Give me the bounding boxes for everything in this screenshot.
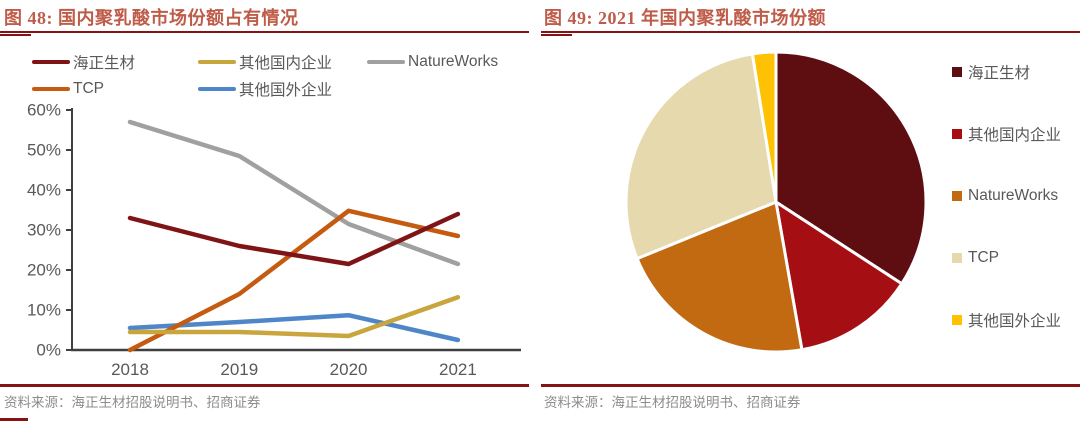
legend-line-marker — [198, 86, 236, 92]
x-axis-label: 2020 — [330, 360, 368, 379]
legend-square-marker — [952, 253, 962, 263]
pie-chart-legend: 海正生材其他国内企业 NatureWorks TCP 其他国外企业 — [952, 64, 1062, 330]
figure-48-source: 资料来源：海正生材招股说明书、招商证券 — [4, 395, 261, 410]
title-underline — [0, 31, 529, 33]
title-underline — [541, 31, 1080, 33]
legend-label: NatureWorks — [408, 53, 499, 70]
legend-label: 其他国外企业 — [239, 82, 333, 99]
legend-item: 海正生材 — [32, 52, 198, 72]
legend-item: NatureWorks — [367, 52, 498, 72]
y-axis-label: 10% — [27, 301, 61, 320]
legend-item: TCP — [32, 79, 198, 99]
legend-line-marker — [32, 86, 70, 92]
pie-slice-其他国内企业 — [774, 200, 904, 352]
legend-square-marker — [952, 129, 962, 139]
y-axis-label: 50% — [27, 141, 61, 160]
source-separator — [541, 384, 1080, 387]
title-underline-accent — [541, 34, 572, 36]
legend-item: NatureWorks — [952, 187, 1061, 204]
legend-item: 其他国外企业 — [198, 79, 367, 99]
series-line-NatureWorks — [127, 119, 461, 267]
legend-label: NatureWorks — [968, 187, 1059, 204]
y-axis-label: 40% — [27, 181, 61, 200]
legend-label: 海正生材 — [968, 65, 1031, 82]
line-chart-legend: 海正生材 其他国内企业 NatureWorks TCP 其他国外企业 — [32, 52, 498, 99]
series-line-其他国外企业 — [127, 312, 461, 343]
legend-item: TCP — [952, 249, 1061, 266]
series-line-其他国内企业 — [127, 294, 461, 339]
x-axis-label: 2021 — [439, 360, 477, 379]
legend-label: 海正生材 — [73, 55, 136, 72]
next-figure-rule-stub — [0, 418, 28, 421]
legend-label: 其他国内企业 — [239, 55, 333, 72]
pie-slice-TCP — [624, 52, 778, 261]
legend-label: 其他国内企业 — [968, 127, 1062, 144]
y-axis-label: 0% — [36, 341, 61, 360]
pie-chart — [624, 50, 928, 354]
pie-slice-NatureWorks — [635, 200, 804, 354]
figure-48-title: 图 48: 国内聚乳酸市场份额占有情况 — [4, 8, 299, 28]
figure-49-title: 图 49: 2021 年国内聚乳酸市场份额 — [544, 8, 826, 28]
line-chart: 0% 10% 20% 30% 40% 50% 60% 2018 2019 2020 2021 — [27, 101, 521, 379]
source-separator — [0, 384, 529, 387]
legend-label: TCP — [968, 249, 999, 266]
x-axis-label: 2018 — [111, 360, 149, 379]
legend-square-marker — [952, 315, 962, 325]
legend-item: 其他国内企业 — [198, 52, 367, 72]
figure-49-panel: 图 49: 2021 年国内聚乳酸市场份额 海正生材其他国内企业 NatureWo… — [540, 0, 1080, 421]
y-axis-label: 30% — [27, 221, 61, 240]
legend-square-marker — [952, 191, 962, 201]
legend-line-marker — [367, 59, 405, 65]
pie-slice-其他国外企业 — [750, 50, 778, 204]
legend-item: 海正生材 — [952, 64, 1061, 82]
x-axis-label: 2019 — [220, 360, 258, 379]
figure-48-panel: 图 48: 国内聚乳酸市场份额占有情况 海正生材 其他国内企业 NatureWork… — [0, 8, 529, 421]
legend-item: 其他国内企业 — [952, 126, 1062, 144]
legend-label: 其他国外企业 — [968, 313, 1062, 330]
title-underline-accent — [0, 34, 31, 36]
y-axis-label: 60% — [27, 101, 61, 120]
legend-line-marker — [198, 59, 236, 65]
legend-label: TCP — [73, 80, 104, 97]
legend-line-marker — [32, 59, 70, 65]
series-line-TCP — [127, 208, 461, 353]
legend-square-marker — [952, 67, 962, 77]
series-line-海正生材 — [127, 211, 461, 267]
legend-item: 其他国外企业 — [952, 312, 1062, 330]
figure-49-source: 资料来源：海正生材招股说明书、招商证券 — [544, 395, 801, 410]
y-axis-label: 20% — [27, 261, 61, 280]
